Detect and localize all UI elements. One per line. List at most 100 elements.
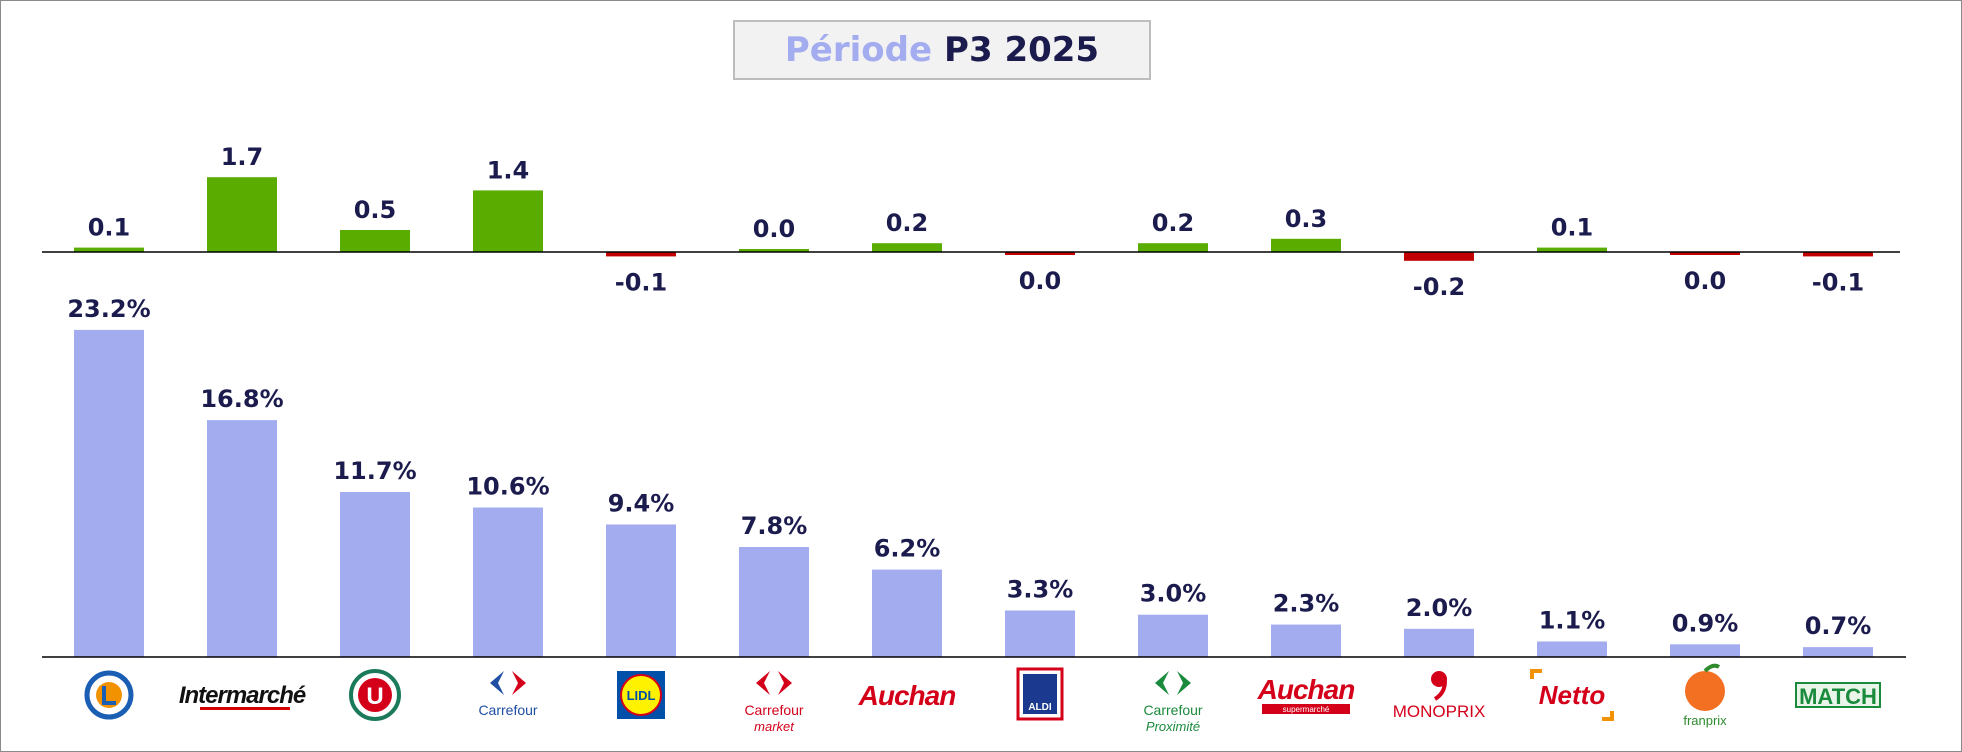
share-data-label: 23.2% xyxy=(67,295,150,323)
share-data-label: 6.2% xyxy=(874,535,941,563)
auchan-sub-band xyxy=(1262,704,1350,714)
match-band xyxy=(1795,682,1881,708)
share-data-label: 7.8% xyxy=(741,512,808,540)
evolution-bar xyxy=(872,243,942,252)
netto-corner-left xyxy=(1530,669,1542,679)
franprix-logo: franprix xyxy=(1683,663,1727,728)
evolution-data-label: 0.2 xyxy=(1152,209,1195,237)
share-bar xyxy=(739,547,809,657)
period-title-prefix: Période xyxy=(784,30,933,70)
share-bar xyxy=(606,524,676,657)
systeme-u-core xyxy=(358,678,392,712)
share-data-label: 2.0% xyxy=(1406,594,1473,622)
evolution-data-label: 1.7 xyxy=(221,143,264,171)
evolution-bar xyxy=(1670,252,1740,255)
evolution-data-label: 0.5 xyxy=(354,196,397,224)
share-bar xyxy=(1271,624,1341,657)
evolution-bar xyxy=(1005,252,1075,255)
evolution-bar xyxy=(207,177,277,252)
carrefour-right-chevron xyxy=(512,671,526,695)
share-data-label: 10.6% xyxy=(466,473,549,501)
logo-text: Auchan xyxy=(858,680,956,711)
aldi-logo: ALDI xyxy=(1016,667,1064,721)
leclerc-letter xyxy=(102,686,116,705)
logo-text: MONOPRIX xyxy=(1393,702,1486,721)
evolution-bar xyxy=(340,230,410,252)
carrefour-left-chevron xyxy=(1155,671,1169,695)
lidl-logo: LIDL xyxy=(617,671,665,719)
logo-text: market xyxy=(754,719,795,734)
evolution-data-label: -0.1 xyxy=(615,268,667,296)
logo-text: Netto xyxy=(1539,680,1606,710)
leclerc-logo xyxy=(84,670,134,720)
logo-text: franprix xyxy=(1683,713,1727,728)
franprix-leaf xyxy=(1703,663,1721,673)
aldi-panel xyxy=(1023,674,1057,714)
logo-text: Intermarché xyxy=(179,682,306,709)
logo-text: supermarché xyxy=(1283,705,1330,714)
monoprix-comma-tail xyxy=(1433,680,1447,701)
logo-text: MATCH xyxy=(1799,684,1877,709)
evolution-data-label: 0.1 xyxy=(1551,214,1594,242)
carrefour-right-chevron xyxy=(1177,671,1191,695)
evolution-bar xyxy=(1271,238,1341,252)
share-bar xyxy=(74,329,144,657)
evolution-data-label: 0.0 xyxy=(1019,267,1062,295)
share-bar xyxy=(340,492,410,657)
logo-text: ALDI xyxy=(1028,702,1052,713)
share-bar xyxy=(207,420,277,657)
share-bar xyxy=(1005,610,1075,657)
period-title-box: Période P3 2025 xyxy=(733,20,1151,80)
intermarche-stripe xyxy=(200,707,290,710)
systeme-u-logo: U xyxy=(349,669,401,721)
evolution-data-label: 0.3 xyxy=(1285,205,1328,233)
logo-text: Carrefour xyxy=(478,702,537,718)
evolution-data-label: 0.0 xyxy=(753,215,796,243)
share-data-label: 0.7% xyxy=(1805,612,1872,640)
evolution-data-label: 0.2 xyxy=(886,209,929,237)
franprix-fruit xyxy=(1685,671,1725,711)
share-bar xyxy=(1803,647,1873,657)
evolution-data-label: 0.0 xyxy=(1684,267,1727,295)
evolution-bar xyxy=(606,252,676,257)
logo-text: U xyxy=(366,683,383,710)
evolution-bar xyxy=(739,249,809,252)
share-bar xyxy=(473,507,543,657)
intermarche-logo: Intermarché xyxy=(179,682,307,710)
evolution-data-label: -0.2 xyxy=(1413,273,1465,301)
logo-text: LIDL xyxy=(627,688,656,703)
share-bar xyxy=(1537,641,1607,657)
netto-logo: Netto xyxy=(1530,669,1614,721)
share-data-label: 11.7% xyxy=(333,457,416,485)
carrefour-logo: Carrefour xyxy=(478,671,538,718)
evolution-data-label: 0.1 xyxy=(88,214,131,242)
share-data-label: 0.9% xyxy=(1672,609,1739,637)
share-bar xyxy=(1670,644,1740,657)
share-data-label: 2.3% xyxy=(1273,590,1340,618)
share-data-label: 9.4% xyxy=(608,489,675,517)
share-data-label: 1.1% xyxy=(1539,606,1606,634)
evolution-bar xyxy=(1537,247,1607,252)
evolution-bar xyxy=(1404,252,1474,261)
share-data-label: 3.0% xyxy=(1140,580,1207,608)
lidl-circle xyxy=(620,674,662,716)
share-bar xyxy=(1138,614,1208,657)
logo-text: Carrefour xyxy=(744,702,803,718)
monoprix-logo: MONOPRIX xyxy=(1393,671,1486,721)
evolution-bar xyxy=(74,247,144,252)
netto-corner-right xyxy=(1602,711,1614,721)
share-data-label: 16.8% xyxy=(200,385,283,413)
logo-text: Auchan xyxy=(1257,674,1355,705)
carrefour-left-chevron xyxy=(490,671,504,695)
evolution-bar xyxy=(473,190,543,252)
evolution-data-label: 1.4 xyxy=(487,156,530,184)
carrefour-left-chevron xyxy=(756,671,770,695)
match-logo: MATCH xyxy=(1795,682,1881,709)
carrefour-right-chevron xyxy=(778,671,792,695)
share-bar xyxy=(1404,628,1474,657)
share-data-label: 3.3% xyxy=(1007,575,1074,603)
